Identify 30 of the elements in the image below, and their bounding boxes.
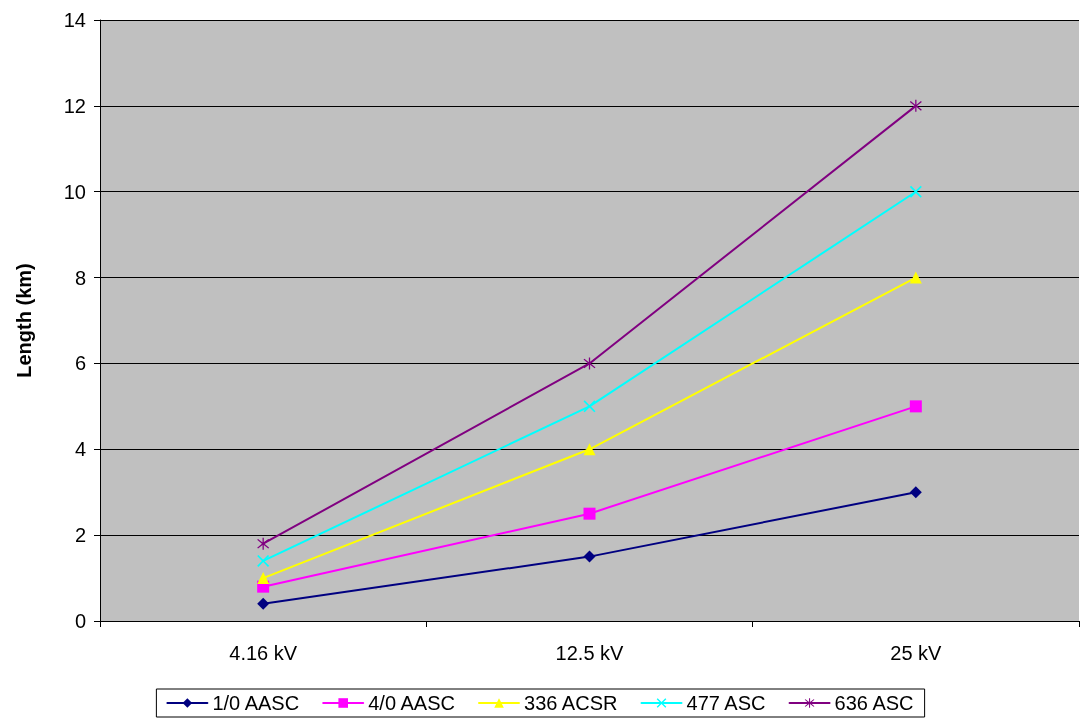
legend-label: 1/0 AASC (212, 692, 300, 714)
point (909, 271, 922, 284)
y-tick-label: 8 (74, 266, 86, 289)
y-tick-label: 14 (63, 9, 86, 31)
point (583, 400, 596, 413)
legend-label: 636 ASC (834, 692, 914, 714)
y-tick-label: 10 (63, 180, 86, 203)
x-tick-label: 12.5 kV (555, 642, 625, 664)
x-tick-label: 4.16 kV (229, 642, 298, 664)
point (257, 597, 270, 610)
point (583, 550, 596, 563)
x-tick-label: 25 kV (890, 642, 943, 664)
y-tick-label: 12 (63, 94, 86, 117)
point (583, 443, 596, 456)
y-axis-title: Length (km) (13, 263, 35, 378)
point (257, 554, 270, 567)
point (909, 99, 922, 112)
y-tick-label: 6 (74, 352, 86, 375)
point (909, 486, 922, 499)
point (257, 572, 270, 585)
y-tick-label: 4 (74, 438, 86, 461)
point (257, 537, 270, 550)
y-tick-label: 2 (74, 524, 86, 547)
legend-label: 477 ASC (686, 692, 766, 714)
point (909, 185, 922, 198)
legend-label: 4/0 AASC (368, 692, 455, 714)
point (909, 400, 922, 413)
point (583, 507, 596, 520)
y-tick-label: 0 (74, 610, 86, 632)
legend-label: 336 ACSR (524, 692, 618, 714)
